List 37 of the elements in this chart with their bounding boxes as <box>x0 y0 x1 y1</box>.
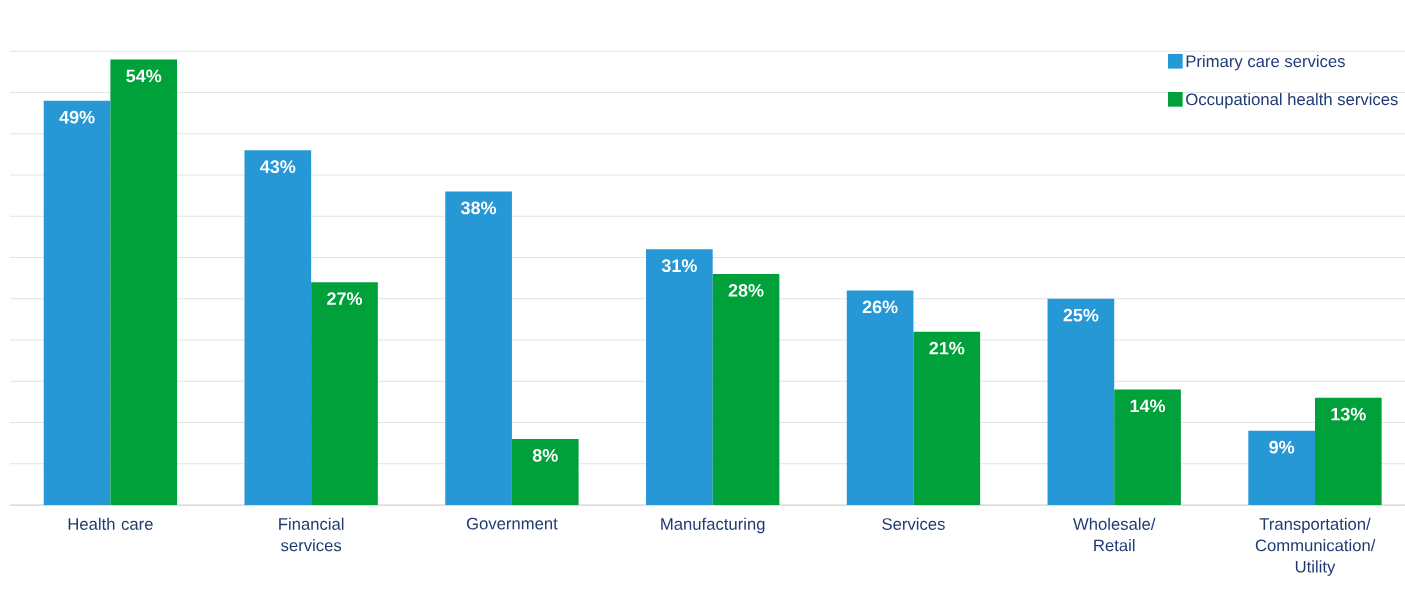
bar <box>846 290 914 505</box>
data-label: 27% <box>327 292 363 306</box>
bar <box>1114 389 1181 505</box>
bar <box>1047 298 1115 505</box>
bar <box>445 191 512 505</box>
data-label: 21% <box>929 341 965 355</box>
data-label: 43% <box>260 160 296 174</box>
bar <box>43 100 111 505</box>
bar <box>1248 430 1315 505</box>
x-tick-label: Transportation/ Communication/ Utility <box>1255 517 1376 576</box>
legend-label: Primary care services <box>1186 54 1345 71</box>
legend-label: Occupational health services <box>1186 92 1398 109</box>
data-label: 14% <box>1130 399 1166 413</box>
bar <box>913 331 981 505</box>
data-label: 8% <box>532 449 558 462</box>
bar <box>1314 397 1382 505</box>
x-tick-label: Health care <box>68 517 153 530</box>
data-label: 25% <box>1063 308 1099 322</box>
x-tick-label: Manufacturing <box>661 517 765 534</box>
x-tick-label: Government <box>466 517 558 530</box>
data-label: 26% <box>862 300 898 314</box>
bar <box>311 282 378 505</box>
data-label: 49% <box>59 110 95 124</box>
bar <box>646 249 713 505</box>
bar <box>712 274 780 505</box>
data-label: 38% <box>461 201 497 215</box>
x-tick-label: Financial services <box>279 517 344 552</box>
data-label: 28% <box>728 284 764 297</box>
x-tick-label: Wholesale/ Retail <box>1073 517 1156 552</box>
bar <box>244 150 312 505</box>
x-tick-label: Services <box>882 517 945 530</box>
data-label: 54% <box>126 69 162 83</box>
data-label: 9% <box>1269 440 1295 454</box>
bar <box>110 59 178 505</box>
data-label: 31% <box>661 259 697 273</box>
bar <box>511 438 579 505</box>
data-label: 13% <box>1331 407 1366 421</box>
